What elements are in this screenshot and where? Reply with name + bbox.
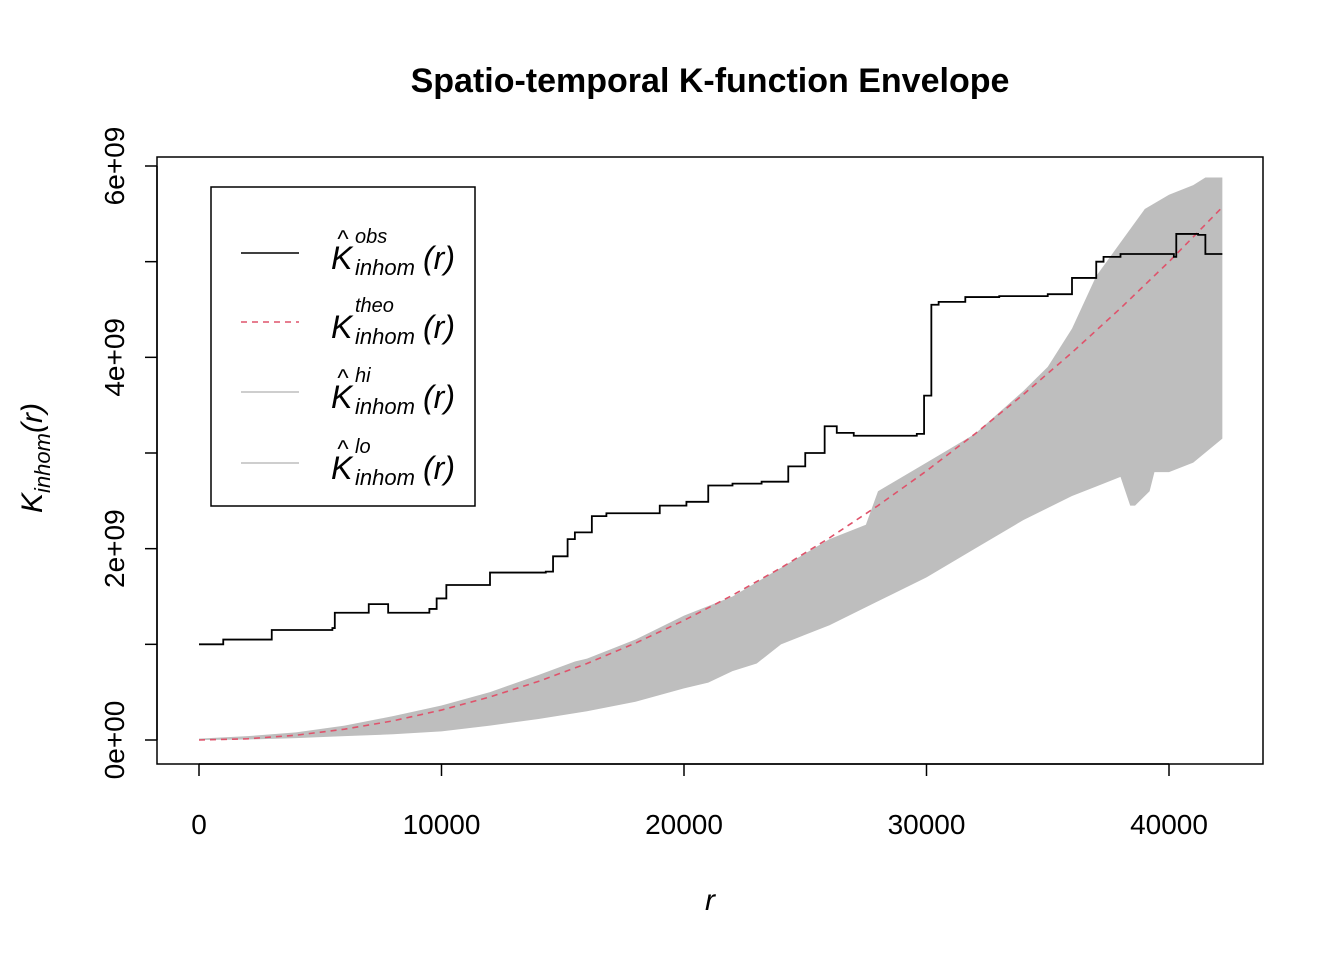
series-obs-line bbox=[199, 233, 1223, 646]
chart-title: Spatio-temporal K-function Envelope bbox=[411, 62, 1010, 100]
legend-hat: ^ bbox=[337, 436, 349, 463]
legend-subscript: inhom bbox=[355, 465, 415, 490]
legend-symbol: K bbox=[331, 309, 354, 345]
y-axis-label-arg: (r) bbox=[16, 403, 49, 433]
legend-entry-obs: K^ obs inhom (r) bbox=[241, 226, 455, 280]
legend-subscript: inhom bbox=[355, 255, 415, 280]
x-tick-label: 40000 bbox=[1130, 809, 1208, 840]
y-tick-label: 6e+09 bbox=[99, 127, 130, 206]
y-tick-label: 2e+09 bbox=[99, 509, 130, 588]
y-axis: 0e+00 2e+09 4e+09 6e+09 bbox=[99, 127, 158, 780]
legend-symbol: K bbox=[331, 379, 354, 415]
legend-argument: (r) bbox=[423, 309, 455, 345]
x-tick-label: 20000 bbox=[645, 809, 723, 840]
legend-symbol: K bbox=[331, 240, 354, 276]
x-tick-label: 0 bbox=[191, 809, 207, 840]
y-tick-label: 0e+00 bbox=[99, 701, 130, 780]
x-axis-label: r bbox=[705, 884, 716, 917]
y-axis-label-sub: inhom bbox=[30, 433, 55, 493]
svg-text:Kinhom(r): Kinhom(r) bbox=[16, 403, 55, 513]
x-tick-label: 30000 bbox=[888, 809, 966, 840]
envelope-band bbox=[199, 177, 1223, 741]
legend-subscript: inhom bbox=[355, 394, 415, 419]
legend-entry-lo: K^ lo inhom (r) bbox=[241, 436, 455, 490]
legend-hat: ^ bbox=[337, 365, 349, 392]
legend-superscript: obs bbox=[355, 226, 387, 248]
legend-argument: (r) bbox=[423, 379, 455, 415]
y-axis-label-main: K bbox=[16, 491, 49, 513]
y-axis-label: Kinhom(r) bbox=[16, 403, 55, 513]
x-axis: 0 10000 20000 30000 40000 bbox=[191, 763, 1208, 840]
legend-superscript: hi bbox=[355, 365, 371, 387]
x-tick-label: 10000 bbox=[403, 809, 481, 840]
legend-argument: (r) bbox=[423, 240, 455, 276]
series-theo-line bbox=[198, 206, 1223, 741]
series-layer bbox=[198, 206, 1223, 741]
legend-subscript: inhom bbox=[355, 324, 415, 349]
y-tick-label: 4e+09 bbox=[99, 318, 130, 397]
legend-symbol: K bbox=[331, 450, 354, 486]
legend-box bbox=[210, 186, 476, 507]
legend-superscript: theo bbox=[355, 295, 394, 317]
legend-hat: ^ bbox=[337, 226, 349, 253]
legend-superscript: lo bbox=[355, 436, 371, 458]
envelope-area bbox=[199, 177, 1223, 741]
legend-entry-hi: K^ hi inhom (r) bbox=[241, 365, 455, 419]
legend-argument: (r) bbox=[423, 450, 455, 486]
